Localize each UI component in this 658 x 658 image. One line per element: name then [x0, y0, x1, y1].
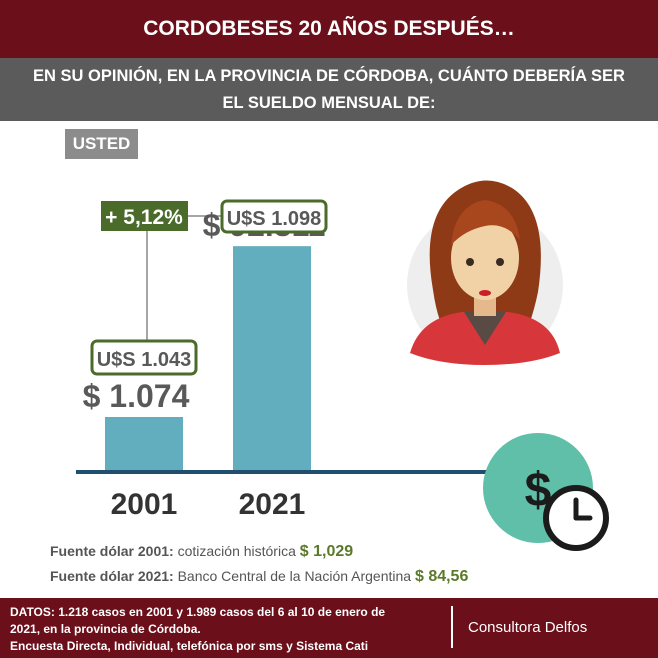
usd-label-2021: U$S 1.098 [227, 208, 322, 230]
data-note-line-1: DATOS: 1.218 casos en 2001 y 1.989 casos… [10, 605, 386, 619]
question-line-1: EN SU OPINIÓN, EN LA PROVINCIA DE CÓRDOB… [33, 67, 625, 85]
usd-box-2021: U$S 1.098 [220, 199, 328, 234]
woman-avatar-icon [407, 180, 563, 365]
tick-label-2001: 2001 [111, 488, 178, 521]
salary-bar-chart: 2001 2021 $ 1.074 $ 92.811 U$S 1.043 U$S… [76, 180, 609, 551]
data-notes: DATOS: 1.218 casos en 2001 y 1.989 casos… [10, 604, 440, 655]
bar-2001 [105, 417, 183, 472]
footer-divider [451, 606, 453, 648]
usd-box-2001: U$S 1.043 [90, 339, 198, 376]
question-line-2: EL SUELDO MENSUAL DE: [222, 94, 436, 112]
tick-label-2021: 2021 [239, 488, 306, 521]
usd-label-2001: U$S 1.043 [97, 349, 192, 371]
change-badge: + 5,12% [101, 201, 188, 231]
source-2021: Fuente dólar 2021: Banco Central de la N… [50, 568, 468, 586]
source-2021-text: Banco Central de la Nación Argentina [177, 568, 412, 584]
respondent-tag: USTED [65, 129, 138, 159]
page-title: CORDOBESES 20 AÑOS DESPUÉS… [0, 0, 658, 58]
brand-name: Consultora Delfos [468, 619, 588, 636]
survey-question: EN SU OPINIÓN, EN LA PROVINCIA DE CÓRDOB… [0, 58, 658, 121]
source-2021-amount: $ 84,56 [414, 568, 469, 585]
data-note-line-3: Encuesta Directa, Individual, telefónica… [10, 639, 369, 653]
value-label-2001: $ 1.074 [83, 378, 190, 414]
source-2001-label: Fuente dólar 2001: [50, 543, 174, 559]
footer: DATOS: 1.218 casos en 2001 y 1.989 casos… [0, 598, 658, 658]
dollar-clock-icon: $ [483, 433, 609, 551]
source-2001: Fuente dólar 2001: cotización histórica … [50, 543, 353, 561]
bar-2021 [233, 246, 311, 472]
data-note-line-2: 2021, en la provincia de Córdoba. [10, 622, 201, 636]
source-2001-amount: $ 1,029 [299, 543, 354, 560]
change-label: + 5,12% [105, 206, 183, 229]
source-2001-text: cotización histórica [177, 543, 296, 559]
source-2021-label: Fuente dólar 2021: [50, 568, 174, 584]
